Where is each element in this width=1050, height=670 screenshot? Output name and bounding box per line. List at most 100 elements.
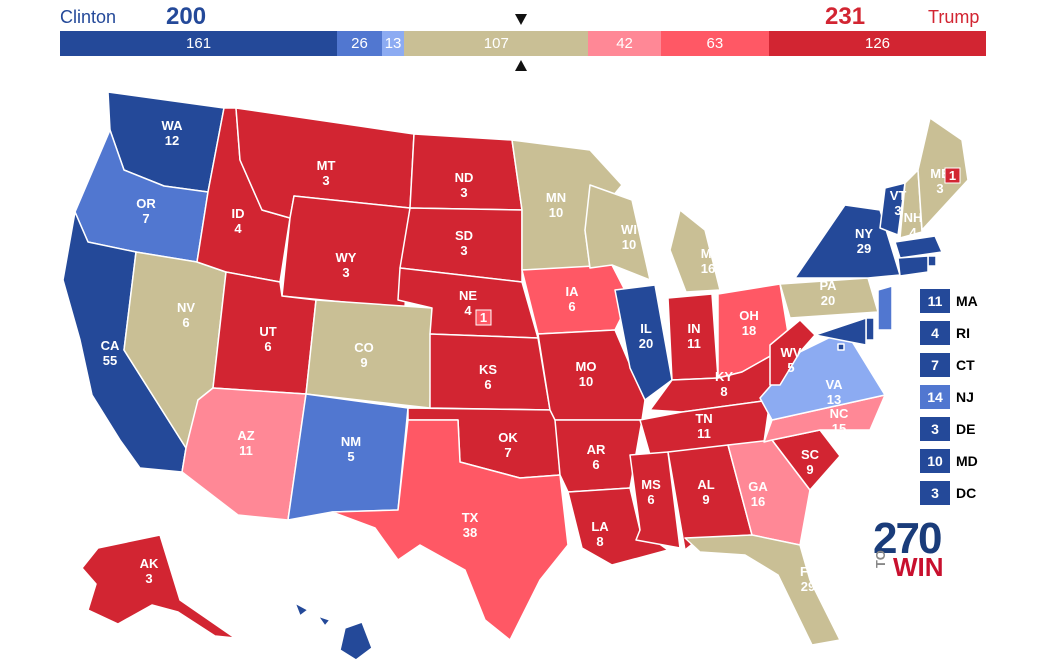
state-de[interactable] <box>865 317 875 341</box>
state-fl[interactable] <box>684 534 841 646</box>
state-hi[interactable] <box>294 602 373 661</box>
small-state-row-nj[interactable]: 14 NJ <box>920 385 974 409</box>
small-state-row-md[interactable]: 10 MD <box>920 449 978 473</box>
state-tx[interactable] <box>331 419 569 641</box>
state-label-mt: MT <box>317 158 336 173</box>
state-ev-wv: 5 <box>787 360 794 375</box>
state-ev-ks: 6 <box>484 377 491 392</box>
small-state-abbr-ct: CT <box>956 357 975 373</box>
state-ak[interactable] <box>81 534 236 639</box>
logo-win: WIN <box>893 552 944 582</box>
state-label-hi: HI <box>316 632 329 647</box>
state-ev-ok: 7 <box>504 445 511 460</box>
small-state-abbr-ma: MA <box>956 293 978 309</box>
state-label-mo: MO <box>576 359 597 374</box>
state-label-il: IL <box>640 321 652 336</box>
state-ms[interactable] <box>629 451 681 549</box>
state-label-wv: WV <box>781 345 802 360</box>
state-label-nh: NH <box>904 210 923 225</box>
state-vt[interactable] <box>879 182 906 236</box>
state-ev-fl: 29 <box>801 579 815 594</box>
state-label-tn: TN <box>695 411 712 426</box>
small-state-row-de[interactable]: 3 DE <box>920 417 975 441</box>
small-state-row-ri[interactable]: 4 RI <box>920 321 970 345</box>
state-ev-ne: 4 <box>464 303 472 318</box>
state-mi[interactable] <box>669 209 721 293</box>
state-label-va: VA <box>825 377 843 392</box>
state-ev-ak: 3 <box>145 571 152 586</box>
state-il[interactable] <box>614 284 673 401</box>
state-label-ne: NE <box>459 288 477 303</box>
state-ia[interactable] <box>521 264 631 335</box>
state-label-ga: GA <box>748 479 768 494</box>
state-label-nm: NM <box>341 434 361 449</box>
threshold-up-arrow-icon <box>515 60 527 71</box>
state-label-wy: WY <box>336 250 357 265</box>
state-label-co: CO <box>354 340 374 355</box>
small-state-ev-dc: 3 <box>920 481 950 505</box>
state-ev-mo: 10 <box>579 374 593 389</box>
state-label-ks: KS <box>479 362 497 377</box>
left-candidate-total: 200 <box>166 3 207 30</box>
state-dc[interactable] <box>837 343 845 351</box>
right-candidate-total: 231 <box>825 3 866 30</box>
bar-segment-lean-rep: 42 <box>588 31 661 56</box>
state-label-id: ID <box>232 206 245 221</box>
small-state-row-ct[interactable]: 7 CT <box>920 353 975 377</box>
state-ev-mn: 10 <box>549 205 563 220</box>
state-ev-vt: 3 <box>894 203 901 218</box>
state-wi[interactable] <box>584 184 651 281</box>
state-tn[interactable] <box>639 399 771 456</box>
state-label-ms: MS <box>641 477 661 492</box>
state-ev-oh: 18 <box>742 323 756 338</box>
state-ev-ny: 29 <box>857 241 871 256</box>
state-label-ca: CA <box>101 338 120 353</box>
state-label-sc: SC <box>801 447 820 462</box>
state-ev-ms: 6 <box>647 492 654 507</box>
electoral-vote-bar: 161 26 13 107 42 63 126 <box>60 31 986 56</box>
state-label-ky: KY <box>715 369 733 384</box>
state-ev-co: 9 <box>360 355 367 370</box>
state-ma[interactable] <box>894 235 943 259</box>
state-md[interactable] <box>814 317 867 346</box>
state-wv[interactable] <box>769 319 816 386</box>
district-ev-ne: 1 <box>480 310 487 325</box>
small-state-ev-nj: 14 <box>920 385 950 409</box>
state-nj[interactable] <box>877 285 893 331</box>
state-label-nc: NC <box>830 406 849 421</box>
state-ri[interactable] <box>927 255 937 267</box>
bar-segment-safe-rep: 126 <box>769 31 986 56</box>
small-state-row-dc[interactable]: 3 DC <box>920 481 976 505</box>
state-ev-wy: 3 <box>342 265 349 280</box>
logo-to: TO <box>873 550 888 568</box>
state-label-mn: MN <box>546 190 566 205</box>
state-label-pa: PA <box>819 278 837 293</box>
state-label-ok: OK <box>498 430 518 445</box>
state-ev-tn: 11 <box>697 426 711 441</box>
state-ev-la: 8 <box>596 534 603 549</box>
logo-270: 270 <box>873 514 942 563</box>
state-label-la: LA <box>591 519 609 534</box>
small-state-ev-ct: 7 <box>920 353 950 377</box>
state-ev-ca: 55 <box>103 353 117 368</box>
state-nh[interactable] <box>899 169 923 239</box>
district-box-ne[interactable] <box>475 309 492 326</box>
state-ny[interactable] <box>794 204 901 279</box>
state-me[interactable] <box>917 117 969 231</box>
state-ev-mi: 16 <box>701 261 715 276</box>
small-state-ev-ri: 4 <box>920 321 950 345</box>
state-label-al: AL <box>697 477 714 492</box>
state-ev-ar: 6 <box>592 457 599 472</box>
state-ev-nd: 3 <box>460 185 467 200</box>
state-label-ar: AR <box>587 442 606 457</box>
state-ev-va: 13 <box>827 392 841 407</box>
small-state-abbr-md: MD <box>956 453 978 469</box>
state-label-vt: VT <box>890 188 907 203</box>
state-la[interactable] <box>567 487 669 566</box>
small-state-row-ma[interactable]: 11 MA <box>920 289 978 313</box>
state-ct[interactable] <box>897 255 929 277</box>
district-box-me[interactable] <box>944 167 961 184</box>
bar-segment-lean-dem: 13 <box>381 31 405 56</box>
state-ev-me: 3 <box>936 181 943 196</box>
